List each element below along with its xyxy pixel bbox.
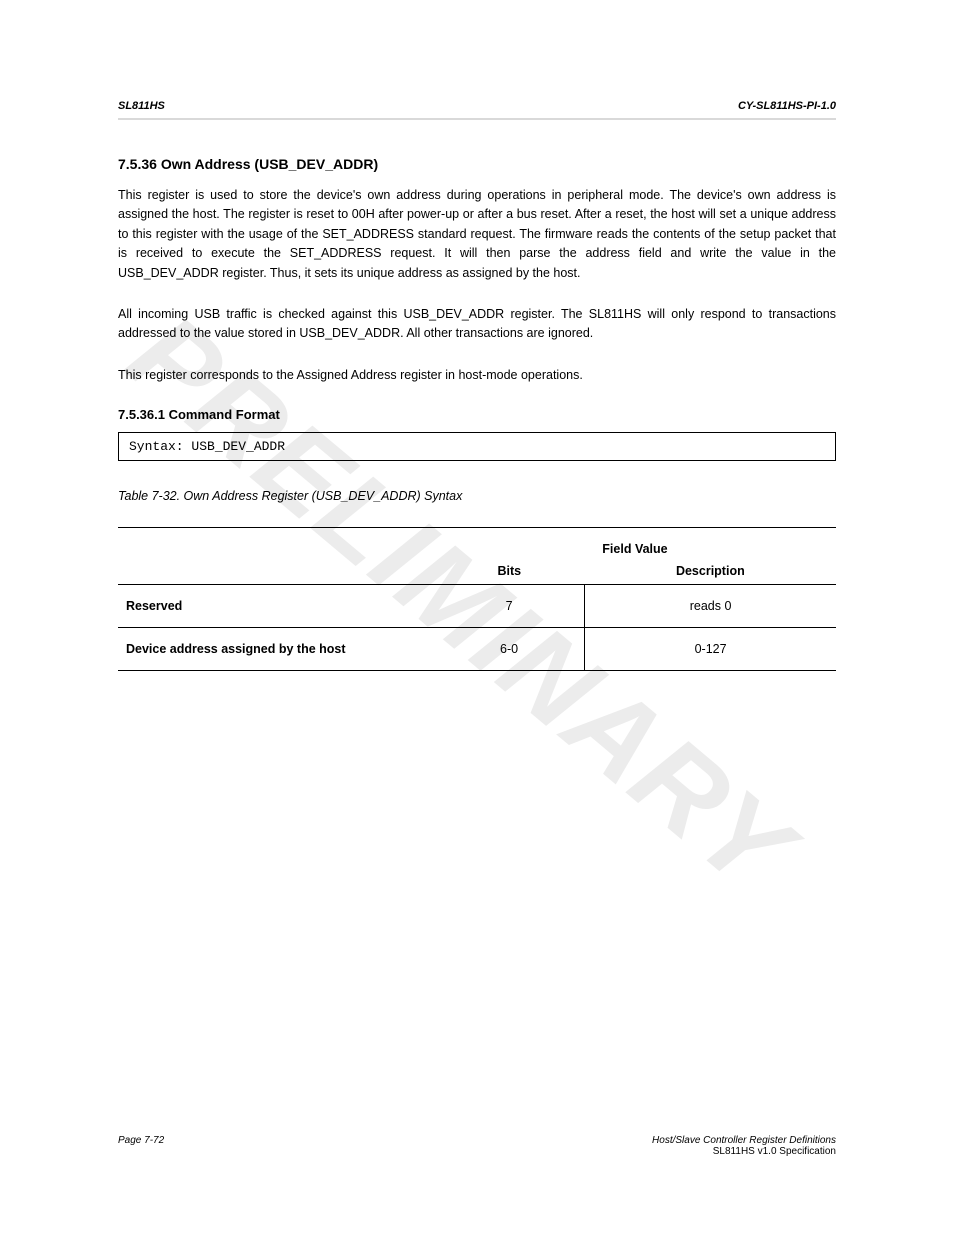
body-paragraph: This register is used to store the devic…: [118, 186, 836, 283]
header-left: SL811HS: [118, 100, 165, 112]
table-col-bits: Bits: [434, 560, 585, 585]
header-right: CY-SL811HS-PI-1.0: [738, 100, 836, 112]
subsection-heading: 7.5.36.1 Command Format: [118, 407, 836, 422]
page-footer: Page 7-72 Host/Slave Controller Register…: [118, 1135, 836, 1157]
table-row-label: Device address assigned by the host: [118, 628, 434, 671]
footer-section-label: Host/Slave Controller Register Definitio…: [652, 1135, 836, 1146]
syntax-table: Field Value Bits Description Reserved 7 …: [118, 527, 836, 671]
syntax-value: USB_DEV_ADDR: [191, 439, 285, 454]
table-cell: 6-0: [434, 628, 585, 671]
header-rule: [118, 118, 836, 120]
syntax-box: Syntax: USB_DEV_ADDR: [118, 432, 836, 461]
table-cell: 7: [434, 585, 585, 628]
table-cell: reads 0: [585, 585, 836, 628]
table-col-desc: Description: [585, 560, 836, 585]
running-header: SL811HS CY-SL811HS-PI-1.0: [118, 100, 836, 112]
section-heading: 7.5.36 Own Address (USB_DEV_ADDR): [118, 156, 836, 172]
body-paragraph: All incoming USB traffic is checked agai…: [118, 305, 836, 344]
table-row-label: Reserved: [118, 585, 434, 628]
table-caption: Table 7-32. Own Address Register (USB_DE…: [118, 489, 836, 503]
body-paragraph: This register corresponds to the Assigne…: [118, 366, 836, 385]
syntax-label: Syntax:: [129, 439, 184, 454]
table-cell: 0-127: [585, 628, 836, 671]
footer-doc-title: SL811HS v1.0 Specification: [713, 1146, 836, 1157]
footer-page-number: Page 7-72: [118, 1135, 164, 1157]
table-supercol: Field Value: [434, 528, 836, 561]
